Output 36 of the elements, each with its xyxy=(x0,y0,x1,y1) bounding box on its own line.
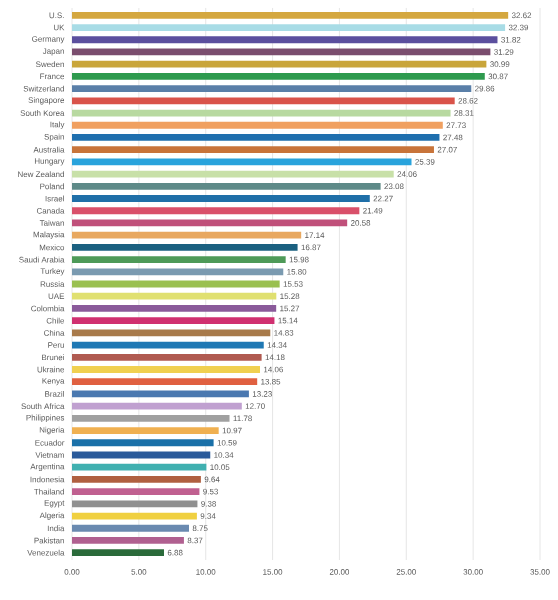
bar xyxy=(72,476,201,483)
bar xyxy=(72,353,262,361)
bar xyxy=(72,60,487,68)
bar xyxy=(72,378,258,386)
bar xyxy=(72,414,230,422)
bar xyxy=(72,24,506,31)
bar xyxy=(72,500,198,508)
bar xyxy=(72,524,189,532)
bar xyxy=(72,121,443,129)
bar xyxy=(72,305,277,312)
bar xyxy=(72,207,360,215)
bar xyxy=(72,158,412,166)
bar xyxy=(72,402,242,410)
bar xyxy=(72,439,214,447)
bar xyxy=(72,463,207,471)
bar xyxy=(72,72,485,80)
bar xyxy=(72,549,164,557)
bar xyxy=(72,268,284,276)
bar xyxy=(72,146,434,154)
bar xyxy=(72,36,498,44)
bar xyxy=(72,85,472,92)
bar xyxy=(72,97,455,105)
bar xyxy=(72,366,260,373)
bar xyxy=(72,537,184,544)
bar xyxy=(72,317,275,325)
bar xyxy=(72,134,440,141)
bar xyxy=(72,11,509,19)
bar xyxy=(72,231,302,239)
bar xyxy=(72,292,277,300)
bar xyxy=(72,329,271,337)
bar xyxy=(72,256,286,263)
bar xyxy=(72,427,219,434)
bar xyxy=(72,488,200,496)
bar xyxy=(72,195,370,202)
bar xyxy=(72,243,298,251)
bar xyxy=(72,182,381,190)
